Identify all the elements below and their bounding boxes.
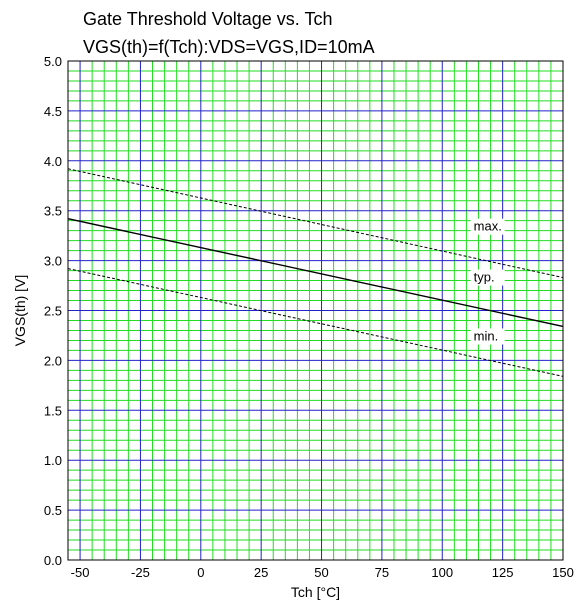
series-line-typ bbox=[67, 218, 564, 328]
grid bbox=[67, 61, 563, 560]
y-tick-label: 0.0 bbox=[44, 553, 62, 568]
y-axis-label: VGS(th) [V] bbox=[12, 275, 28, 347]
annotation-box bbox=[470, 269, 505, 286]
x-tick-label: -50 bbox=[71, 565, 90, 580]
chart-title: Gate Threshold Voltage vs. Tch bbox=[83, 9, 333, 29]
annotation-label: typ. bbox=[474, 270, 495, 285]
x-axis-label: Tch [°C] bbox=[291, 584, 340, 600]
plot-frame bbox=[67, 60, 564, 561]
annotation-label: min. bbox=[474, 328, 499, 343]
series-line-min bbox=[67, 268, 564, 377]
y-tick-label: 5.0 bbox=[44, 54, 62, 69]
x-tick-label: 150 bbox=[552, 565, 574, 580]
y-tick-label: 4.0 bbox=[44, 154, 62, 169]
annotation-box bbox=[470, 218, 505, 235]
x-tick-label: 50 bbox=[314, 565, 328, 580]
x-tick-label: 0 bbox=[197, 565, 204, 580]
annotation-label: max. bbox=[474, 219, 502, 234]
x-tick-label: 125 bbox=[492, 565, 514, 580]
y-tick-label: 3.5 bbox=[44, 204, 62, 219]
series-layer bbox=[67, 168, 564, 377]
x-tick-label: 100 bbox=[431, 565, 453, 580]
series-line-max bbox=[67, 168, 564, 279]
y-tick-label: 1.5 bbox=[44, 403, 62, 418]
annotations: max. typ. min. bbox=[470, 218, 505, 345]
y-tick-label: 1.0 bbox=[44, 453, 62, 468]
axis-ticks: -50 -25 0 25 50 75 100 125 150 0.0 0.5 1.0 1.5 2.0 2.5… bbox=[44, 54, 574, 580]
y-tick-label: 4.5 bbox=[44, 104, 62, 119]
x-tick-label: 75 bbox=[375, 565, 389, 580]
x-tick-label: -25 bbox=[131, 565, 150, 580]
chart-subtitle: VGS(th)=f(Tch):VDS=VGS,ID=10mA bbox=[83, 37, 375, 57]
annotation-box bbox=[470, 328, 505, 345]
y-tick-label: 3.0 bbox=[44, 254, 62, 269]
y-tick-label: 2.5 bbox=[44, 304, 62, 319]
y-tick-label: 0.5 bbox=[44, 503, 62, 518]
x-tick-label: 25 bbox=[254, 565, 268, 580]
y-tick-label: 2.0 bbox=[44, 353, 62, 368]
